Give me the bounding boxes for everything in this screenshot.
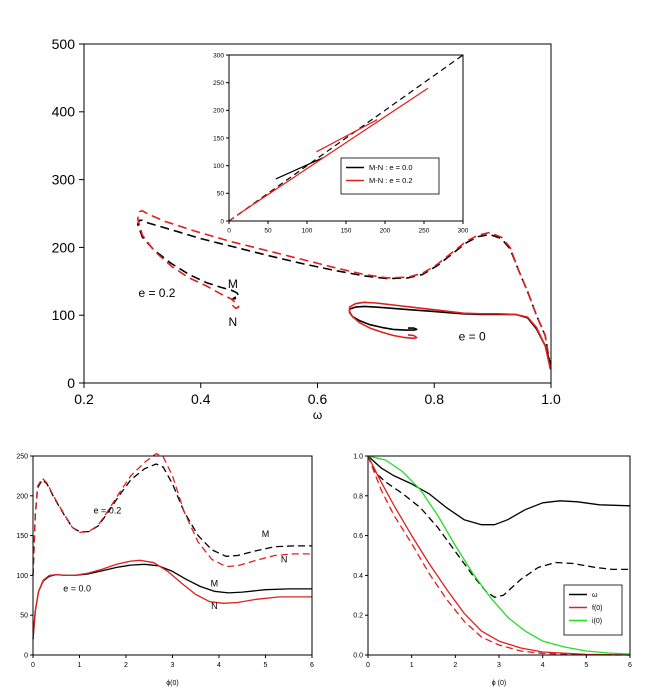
legend-box	[563, 584, 623, 636]
y-tick-label: 200	[52, 239, 76, 255]
annotation: N	[229, 315, 238, 329]
y-tick-label: 200	[213, 108, 224, 115]
y-tick-label: 100	[52, 307, 76, 323]
bottom-left-chart: 0 1 2 3 4 5 6 0 50 100 150 200 250 ϕ(0) e = 0.2 M Ne = 0…	[16, 452, 314, 687]
y-tick-label: 50	[217, 191, 225, 198]
x-tick-label: 200	[380, 228, 391, 235]
series-line-1	[367, 455, 631, 526]
x-tick-label: 2	[453, 662, 457, 669]
legend-label: ω	[592, 592, 598, 599]
bottom-right-chart: 0 1 2 3 4 5 6 0.0 0.2 0.4 0.6 0.8 1.0 ϕ (0) ω f(0) i(0)	[353, 453, 632, 687]
series-line-2	[32, 452, 312, 576]
series-line-4	[367, 455, 631, 656]
legend-box	[340, 157, 440, 195]
y-tick-label: 300	[52, 172, 76, 188]
legend: ω f(0) i(0)	[563, 584, 623, 636]
x-tick-label: 0.8	[425, 391, 445, 407]
y-tick-label: 50	[20, 613, 28, 620]
x-tick-label: 3	[497, 662, 501, 669]
x-tick-label: 0.4	[191, 391, 211, 407]
series-line-2	[367, 455, 630, 598]
annotation: e = 0	[459, 329, 486, 343]
y-tick-label: 250	[16, 453, 28, 460]
series-line-2	[275, 157, 323, 180]
series-line-5	[316, 119, 378, 153]
x-tick-label: 0	[366, 662, 370, 669]
annotation: e = 0.0	[63, 583, 91, 593]
annotation: M	[211, 579, 219, 589]
y-tick-label: 300	[213, 52, 224, 59]
y-tick-label: 0.8	[353, 493, 363, 500]
x-axis-label: ϕ(0)	[166, 680, 178, 687]
series-line-2	[136, 210, 552, 369]
legend-label: M-N : e = 0.2	[369, 176, 413, 185]
y-tick-label: 100	[16, 573, 28, 580]
x-tick-label: 6	[310, 662, 314, 669]
y-tick-label: 150	[213, 135, 224, 142]
y-tick-label: 100	[213, 163, 224, 170]
legend-label: f(0)	[592, 605, 603, 612]
x-tick-label: 1	[78, 662, 82, 669]
annotation: N	[281, 555, 288, 565]
x-tick-label: 5	[264, 662, 268, 669]
y-tick-label: 0	[67, 375, 75, 391]
y-tick-label: 500	[52, 36, 76, 52]
x-tick-label: 100	[302, 228, 313, 235]
annotation: N	[211, 601, 218, 611]
y-tick-label: 0	[24, 652, 28, 659]
y-tick-label: 0.6	[353, 533, 363, 540]
y-tick-label: 0.2	[353, 613, 363, 620]
x-axis-label: ω	[313, 408, 322, 422]
y-tick-label: 1.0	[353, 453, 363, 460]
x-tick-label: 3	[171, 662, 175, 669]
x-tick-label: 150	[341, 228, 352, 235]
x-tick-label: 5	[584, 662, 588, 669]
y-tick-label: 0.0	[353, 652, 363, 659]
y-tick-label: 0	[220, 218, 224, 225]
series-line-4	[32, 559, 312, 640]
x-tick-label: 50	[264, 228, 272, 235]
x-axis-label: ϕ (0)	[492, 680, 506, 687]
annotation: M	[262, 529, 270, 539]
series-line-1	[136, 219, 552, 367]
x-tick-label: 250	[419, 228, 430, 235]
inset-chart: 0 50 100 150 200 250 300 0 50 100 150 200 250 300 M-N …	[213, 52, 469, 234]
x-tick-label: 0	[31, 662, 35, 669]
x-tick-label: 300	[458, 228, 469, 235]
annotation: M	[228, 277, 238, 291]
y-tick-label: 150	[16, 533, 28, 540]
x-tick-label: 0.6	[308, 391, 328, 407]
x-tick-label: 1	[410, 662, 414, 669]
y-tick-label: 200	[16, 493, 28, 500]
series-line-5	[367, 455, 631, 655]
plot-frame	[32, 455, 313, 656]
x-tick-label: 2	[124, 662, 128, 669]
series-line-4	[348, 301, 552, 370]
annotation: e = 0.2	[94, 505, 122, 515]
y-tick-label: 250	[213, 80, 224, 87]
series-line-3	[367, 455, 631, 656]
x-tick-label: 4	[541, 662, 545, 669]
series-line-1	[228, 54, 464, 222]
x-tick-label: 4	[217, 662, 221, 669]
y-tick-label: 400	[52, 104, 76, 120]
series-line-4	[240, 87, 429, 214]
x-tick-label: 0.2	[74, 391, 94, 407]
x-tick-label: 0	[227, 228, 231, 235]
series-line-1	[32, 463, 312, 576]
x-tick-label: 6	[628, 662, 632, 669]
legend: M-N : e = 0.0 M-N : e = 0.2	[340, 157, 440, 195]
x-tick-label: 1.0	[541, 391, 561, 407]
legend-label: M-N : e = 0.0	[369, 163, 413, 172]
annotation: e = 0.2	[138, 286, 175, 300]
legend-label: i(0)	[592, 618, 602, 625]
y-tick-label: 0.4	[353, 573, 363, 580]
